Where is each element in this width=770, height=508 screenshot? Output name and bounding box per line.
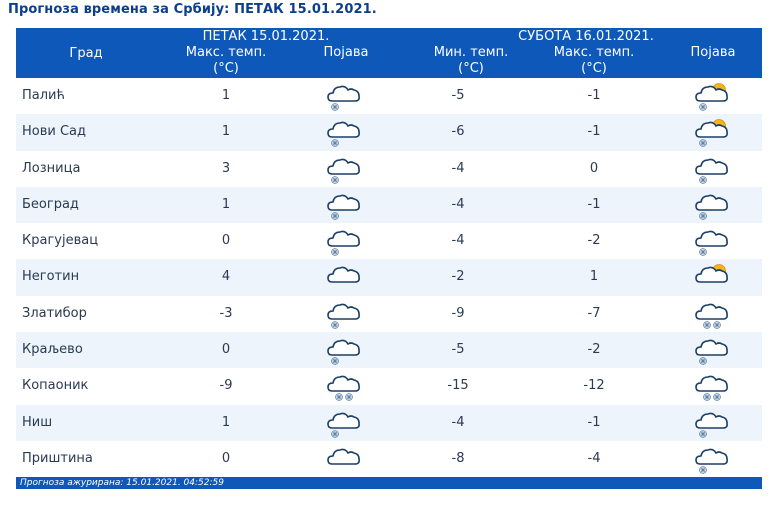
day1-max-temp: -9: [219, 378, 233, 394]
city-name: Копаоник: [22, 378, 89, 394]
cloud-snow-icon: [694, 406, 730, 440]
day2-max-temp: -1: [587, 196, 601, 212]
sun-cloud-icon: [694, 260, 730, 294]
cloud-snow-icon: [326, 115, 362, 149]
table-row: Копаоник -9 -15 -12: [16, 368, 762, 404]
day1-max-temp: 1: [221, 88, 231, 103]
city-name: Лозница: [22, 160, 81, 176]
cloud-icon: [326, 260, 362, 294]
cloud-snow-icon: [694, 188, 730, 222]
table-row: Златибор -3 -9 -7: [16, 296, 762, 332]
city-name: Ниш: [22, 414, 53, 430]
day1-max-temp: 4: [221, 269, 231, 285]
city-name: Нови Сад: [22, 124, 87, 140]
city-name: Крагујевац: [22, 233, 99, 249]
cloud-snow-icon: [326, 79, 362, 113]
cloud-snow-icon: [326, 188, 362, 222]
header-day1-max-unit: (°C): [213, 61, 239, 76]
update-footer: Прогноза ажурирана: 15.01.2021. 04:52:59: [16, 477, 762, 489]
cloud-snow-icon: [326, 224, 362, 258]
header-city: Град: [69, 46, 103, 61]
header-day2-title: СУБОТА 16.01.2021.: [518, 29, 654, 44]
cloud-icon: [326, 442, 362, 476]
cloud-snow-icon: [694, 152, 730, 186]
day2-max-temp: -2: [587, 233, 601, 249]
day2-max-temp: -1: [587, 414, 601, 430]
city-name: Приштина: [22, 450, 93, 466]
day2-min-temp: -15: [447, 378, 469, 394]
day1-max-temp: 0: [221, 233, 231, 249]
sun-cloud-snow-icon: [694, 79, 730, 113]
table-row: Крагујевац 0 -4 -2: [16, 223, 762, 259]
day2-max-temp: -1: [587, 124, 601, 140]
city-name: Краљево: [22, 342, 83, 358]
header-day2-max: Макс. темп.: [553, 45, 635, 60]
cloud-heavy-snow-icon: [694, 297, 730, 331]
day1-max-temp: 0: [221, 342, 231, 358]
day2-min-temp: -5: [451, 342, 465, 358]
cloud-snow-icon: [694, 333, 730, 367]
city-name: Неготин: [22, 269, 80, 285]
page-title: Прогноза времена за Србију: ПЕТАК 15.01.…: [8, 2, 377, 17]
cloud-snow-icon: [326, 152, 362, 186]
cloud-heavy-snow-icon: [326, 369, 362, 403]
day2-max-temp: -12: [583, 378, 605, 394]
day2-max-temp: -1: [587, 88, 601, 103]
cloud-snow-icon: [326, 333, 362, 367]
table-row: Лозница 3 -4 0: [16, 151, 762, 187]
day1-max-temp: 3: [221, 160, 231, 176]
day2-min-temp: -4: [451, 233, 465, 249]
day2-min-temp: -6: [451, 124, 465, 140]
day1-max-temp: 1: [221, 124, 231, 140]
day1-max-temp: 1: [221, 414, 231, 430]
city-name: Палић: [22, 88, 65, 103]
cloud-heavy-snow-icon: [694, 369, 730, 403]
cloud-snow-icon: [326, 297, 362, 331]
cloud-snow-icon: [326, 406, 362, 440]
cloud-snow-icon: [694, 224, 730, 258]
table-row: Београд 1 -4 -1: [16, 186, 762, 224]
day2-min-temp: -5: [451, 88, 465, 103]
table-row: Нови Сад 1 -6 -1: [16, 114, 762, 151]
table-row: Ниш 1 -4 -1: [16, 404, 762, 441]
header-day1-phenomenon: Појава: [323, 45, 369, 60]
day2-min-temp: -2: [451, 269, 465, 285]
day2-max-temp: 0: [589, 160, 599, 176]
table-body: Палић 1 -5 -1 Нови Сад 1 -6 -1 Лозница 3 -4 0 Београ…: [16, 78, 762, 477]
day1-max-temp: 0: [221, 450, 231, 466]
table-row: Приштина 0 -8 -4: [16, 441, 762, 477]
day2-min-temp: -4: [451, 196, 465, 212]
table-header: Град ПЕТАК 15.01.2021. Макс. темп. (°C) …: [16, 28, 762, 78]
forecast-table: Град ПЕТАК 15.01.2021. Макс. темп. (°C) …: [16, 28, 762, 477]
table-row: Краљево 0 -5 -2: [16, 332, 762, 369]
header-day1-title: ПЕТАК 15.01.2021.: [202, 29, 330, 44]
city-name: Београд: [22, 196, 79, 212]
header-day2-phenomenon: Појава: [690, 45, 736, 60]
day1-max-temp: 1: [221, 196, 231, 212]
day1-max-temp: -3: [219, 305, 233, 321]
day2-max-temp: -7: [587, 305, 601, 321]
day2-min-temp: -9: [451, 305, 465, 321]
day2-max-temp: -4: [587, 450, 601, 466]
header-day2-min-unit: (°C): [458, 61, 484, 76]
header-day2-max-unit: (°C): [581, 61, 607, 76]
table-row: Неготин 4 -2 1: [16, 259, 762, 296]
header-day2-min: Мин. темп.: [433, 45, 509, 60]
day2-min-temp: -8: [451, 450, 465, 466]
update-timestamp: Прогноза ажурирана: 15.01.2021. 04:52:59: [20, 478, 224, 488]
city-name: Златибор: [22, 305, 87, 321]
day2-max-temp: -2: [587, 342, 601, 358]
header-day1-max: Макс. темп.: [185, 45, 267, 60]
table-row: Палић 1 -5 -1: [16, 78, 762, 114]
day2-max-temp: 1: [589, 269, 599, 285]
sun-cloud-snow-icon: [694, 115, 730, 149]
day2-min-temp: -4: [451, 160, 465, 176]
cloud-snow-icon: [694, 442, 730, 476]
day2-min-temp: -4: [451, 414, 465, 430]
